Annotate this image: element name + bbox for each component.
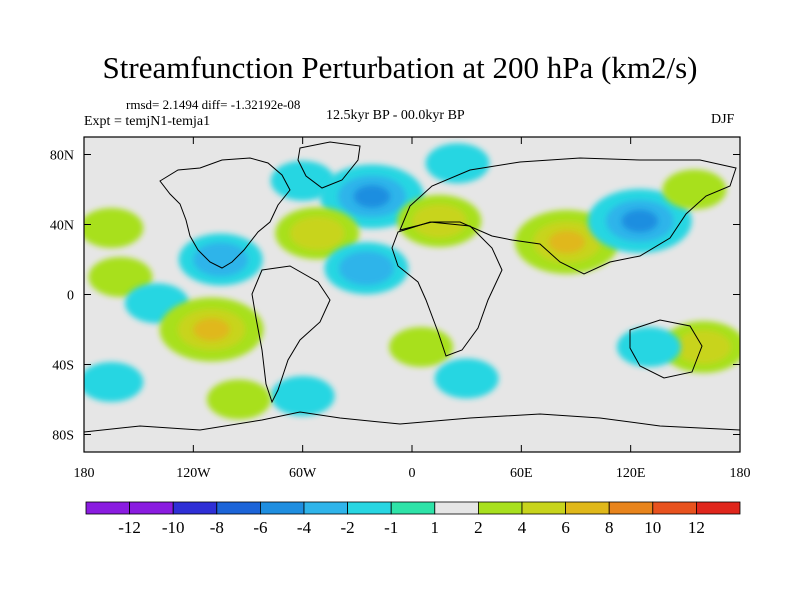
colorbar-label: -4 bbox=[297, 518, 312, 537]
colorbar-label: -10 bbox=[162, 518, 185, 537]
colorbar-bin bbox=[390, 501, 436, 515]
coast-africa bbox=[391, 221, 503, 357]
anomaly-core-15 bbox=[676, 330, 731, 364]
anomaly-core-10 bbox=[412, 204, 467, 238]
anomaly-region-5 bbox=[270, 160, 335, 201]
y-tick-label: 80S bbox=[52, 429, 74, 444]
experiment-label: Expt = temjN1-temja1 bbox=[84, 114, 211, 129]
period-label: 12.5kyr BP - 00.0kyr BP bbox=[326, 108, 465, 123]
colorbar-bin bbox=[347, 501, 392, 515]
anomaly-region-20 bbox=[206, 379, 271, 420]
y-tick-label: 80N bbox=[50, 149, 74, 164]
colorbar-bin bbox=[216, 501, 261, 515]
coast-north-america bbox=[159, 157, 291, 269]
season-label: DJF bbox=[711, 112, 735, 127]
coast-antarctica bbox=[84, 411, 740, 433]
colorbar-bin bbox=[259, 501, 305, 515]
anomaly-region-14 bbox=[662, 169, 727, 210]
colorbar-label: 12 bbox=[688, 518, 705, 537]
anomaly-core-7 bbox=[289, 216, 345, 251]
chart-title: Streamfunction Perturbation at 200 hPa (… bbox=[102, 50, 698, 85]
anomaly-peak-13 bbox=[621, 209, 658, 233]
coast-greenland bbox=[297, 141, 361, 189]
colorbar-bin bbox=[696, 501, 741, 515]
anomaly-region-17 bbox=[434, 358, 499, 399]
x-tick-label: 60E bbox=[510, 466, 533, 481]
colorbar-label: 2 bbox=[474, 518, 483, 537]
colorbar-bin bbox=[565, 501, 610, 515]
anomaly-core-4 bbox=[193, 242, 248, 277]
x-tick-label: 60W bbox=[289, 466, 317, 481]
coast-australia bbox=[629, 319, 703, 379]
anomaly-region-11 bbox=[425, 143, 490, 184]
colorbar-label: 8 bbox=[605, 518, 614, 537]
x-axis: 180 120W 60W 0 60E 120E 180 bbox=[74, 137, 751, 481]
colorbar-label: -6 bbox=[253, 518, 267, 537]
anomaly-peak-3 bbox=[193, 318, 230, 341]
coast-south-america bbox=[251, 265, 331, 404]
anomaly-layer bbox=[84, 143, 740, 420]
colorbar-bin bbox=[652, 501, 697, 515]
colorbar-bin bbox=[129, 501, 174, 515]
anomaly-peak-6 bbox=[353, 185, 391, 208]
y-tick-label: 40S bbox=[52, 359, 74, 374]
anomaly-region-1 bbox=[88, 257, 153, 297]
coastline-layer bbox=[84, 141, 740, 433]
colorbar-bin bbox=[303, 501, 348, 515]
y-tick-label: 40N bbox=[50, 219, 74, 234]
colorbar-label: -12 bbox=[118, 518, 141, 537]
anomaly-core-8 bbox=[339, 251, 394, 286]
y-axis: 80N 40N 0 40S 80S bbox=[50, 149, 740, 444]
anomaly-region-16 bbox=[616, 327, 681, 367]
colorbar-bin bbox=[477, 501, 523, 515]
x-tick-label: 120E bbox=[616, 466, 646, 481]
anomaly-region-0 bbox=[84, 208, 144, 248]
x-tick-label: 180 bbox=[74, 466, 95, 481]
colorbar-bin bbox=[521, 501, 566, 515]
x-tick-label: 120W bbox=[176, 466, 211, 481]
colorbar-label: -2 bbox=[341, 518, 355, 537]
anomaly-region-18 bbox=[84, 362, 144, 402]
colorbar-label: 4 bbox=[518, 518, 527, 537]
anomaly-region-19 bbox=[270, 376, 335, 416]
colorbar-label: 1 bbox=[431, 518, 440, 537]
colorbar-bin bbox=[85, 501, 130, 515]
coast-eurasia bbox=[399, 157, 737, 275]
x-tick-label: 180 bbox=[730, 466, 751, 481]
y-tick-label: 0 bbox=[67, 289, 74, 304]
anomaly-peak-12 bbox=[548, 230, 586, 254]
colorbar-label: -8 bbox=[210, 518, 224, 537]
colorbar-label: -1 bbox=[384, 518, 398, 537]
anomaly-region-9 bbox=[389, 327, 454, 367]
colorbar-bin bbox=[434, 501, 479, 515]
colorbar-label: 10 bbox=[644, 518, 661, 537]
x-tick-label: 0 bbox=[409, 466, 416, 481]
colorbar-bin bbox=[608, 501, 654, 515]
colorbar-label: 6 bbox=[561, 518, 570, 537]
colorbar: -12 -10 -8 -6 -4 -2 -1 1 2 4 6 8 10 12 bbox=[85, 501, 741, 537]
colorbar-bin bbox=[172, 501, 218, 515]
stats-label: rmsd= 2.1494 diff= -1.32192e-08 bbox=[126, 97, 301, 112]
